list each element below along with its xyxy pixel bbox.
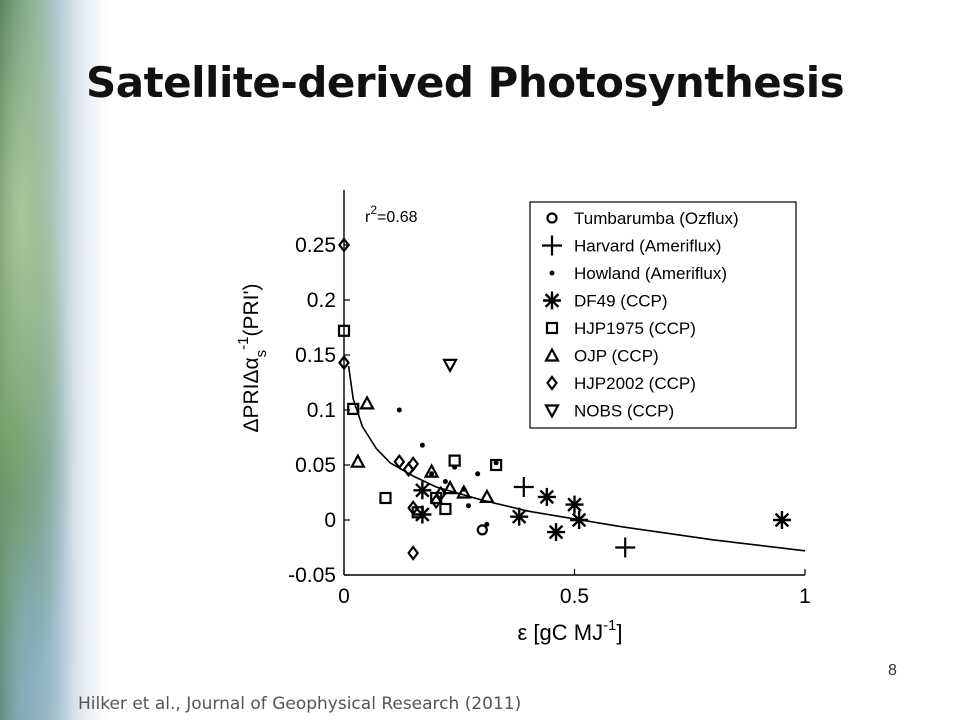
data-point-dot (442, 479, 448, 484)
data-points-layer (337, 237, 791, 561)
data-point-diamond (434, 485, 447, 502)
legend-entry-label: OJP (CCP) (574, 347, 659, 366)
data-point-diamond (393, 453, 406, 470)
y-axis-label: ΔPRIΔαs-1(PRI') (235, 283, 270, 432)
data-point-square (337, 324, 351, 337)
data-point-asterisk (772, 511, 791, 529)
slide-title: Satellite-derived Photosynthesis (86, 58, 845, 107)
data-point-dot (465, 503, 471, 509)
data-point-dot (429, 471, 435, 477)
legend-marker-square (545, 321, 559, 335)
page-number: 8 (888, 662, 897, 679)
data-point-triangle-up (479, 488, 495, 503)
data-point-dot (493, 460, 499, 466)
data-point-plus (513, 477, 534, 497)
data-point-dot (475, 471, 481, 477)
legend-entry-label: NOBS (CCP) (574, 402, 674, 421)
data-point-asterisk (537, 487, 556, 506)
data-point-diamond (430, 493, 443, 510)
legend-marker-triangle-up (544, 347, 560, 362)
legend-entry-label: HJP1975 (CCP) (574, 319, 696, 338)
data-point-square (379, 491, 392, 505)
legend-marker-asterisk (543, 291, 561, 310)
data-point-asterisk (570, 511, 589, 529)
y-tick-label: 0.25 (295, 234, 336, 257)
data-point-diamond (407, 456, 420, 472)
y-tick-label: 0.05 (295, 454, 336, 477)
data-point-diamond (338, 354, 350, 371)
y-tick-label: -0.05 (288, 564, 336, 587)
data-point-dot (419, 442, 425, 448)
earth-image-strip (0, 0, 110, 720)
data-point-circle (476, 524, 488, 536)
legend-marker-dot (549, 270, 555, 276)
data-point-asterisk (510, 507, 529, 526)
data-point-triangle-up (442, 479, 458, 495)
data-point-diamond (407, 545, 420, 561)
legend-marker-triangle-down (544, 404, 560, 419)
legend-entry-label: HJP2002 (CCP) (574, 374, 696, 393)
data-point-asterisk (565, 495, 584, 514)
data-point-asterisk (413, 481, 432, 500)
legend-entry-label: Howland (Ameriflux) (574, 264, 727, 283)
legend-marker-plus (542, 235, 562, 256)
y-tick-label: 0.2 (307, 289, 336, 312)
data-point-square (490, 458, 503, 472)
legend-entry-label: Harvard (Ameriflux) (574, 237, 721, 256)
legend-marker-circle (546, 212, 558, 224)
x-tick-label: 0 (338, 585, 350, 608)
x-axis-label: ε [gC MJ-1] (517, 617, 622, 645)
legend-entry-label: Tumbarumba (Ozflux) (574, 209, 739, 228)
data-point-dot (396, 407, 402, 413)
data-point-diamond (338, 237, 350, 253)
data-point-triangle-up (456, 484, 472, 499)
citation-text: Hilker et al., Journal of Geophysical Re… (78, 694, 522, 714)
data-point-plus (615, 537, 636, 558)
data-point-diamond (407, 500, 420, 516)
data-point-triangle-down (442, 358, 458, 374)
data-point-square (347, 402, 360, 415)
data-point-triangle-up (349, 453, 366, 468)
x-tick-label: 1 (799, 585, 811, 608)
data-point-asterisk (547, 523, 566, 542)
data-point-square (439, 502, 452, 516)
legend: Tumbarumba (Ozflux) Harvard (Ameriflux) Ho… (529, 201, 797, 429)
y-tick-label: 0.15 (295, 344, 336, 367)
y-tick-label: 0.1 (307, 399, 336, 422)
r-squared-annotation: r2=0.68 (365, 203, 418, 226)
data-point-square (448, 454, 461, 467)
data-point-dot (484, 521, 490, 527)
y-tick-label: 0 (324, 509, 336, 532)
legend-box (529, 201, 797, 429)
data-point-triangle-up (359, 395, 375, 410)
x-tick-label: 0.5 (560, 585, 589, 608)
legend-marker-diamond (546, 375, 558, 391)
legend-entry-label: DF49 (CCP) (574, 292, 668, 311)
data-point-triangle-up (423, 463, 440, 478)
